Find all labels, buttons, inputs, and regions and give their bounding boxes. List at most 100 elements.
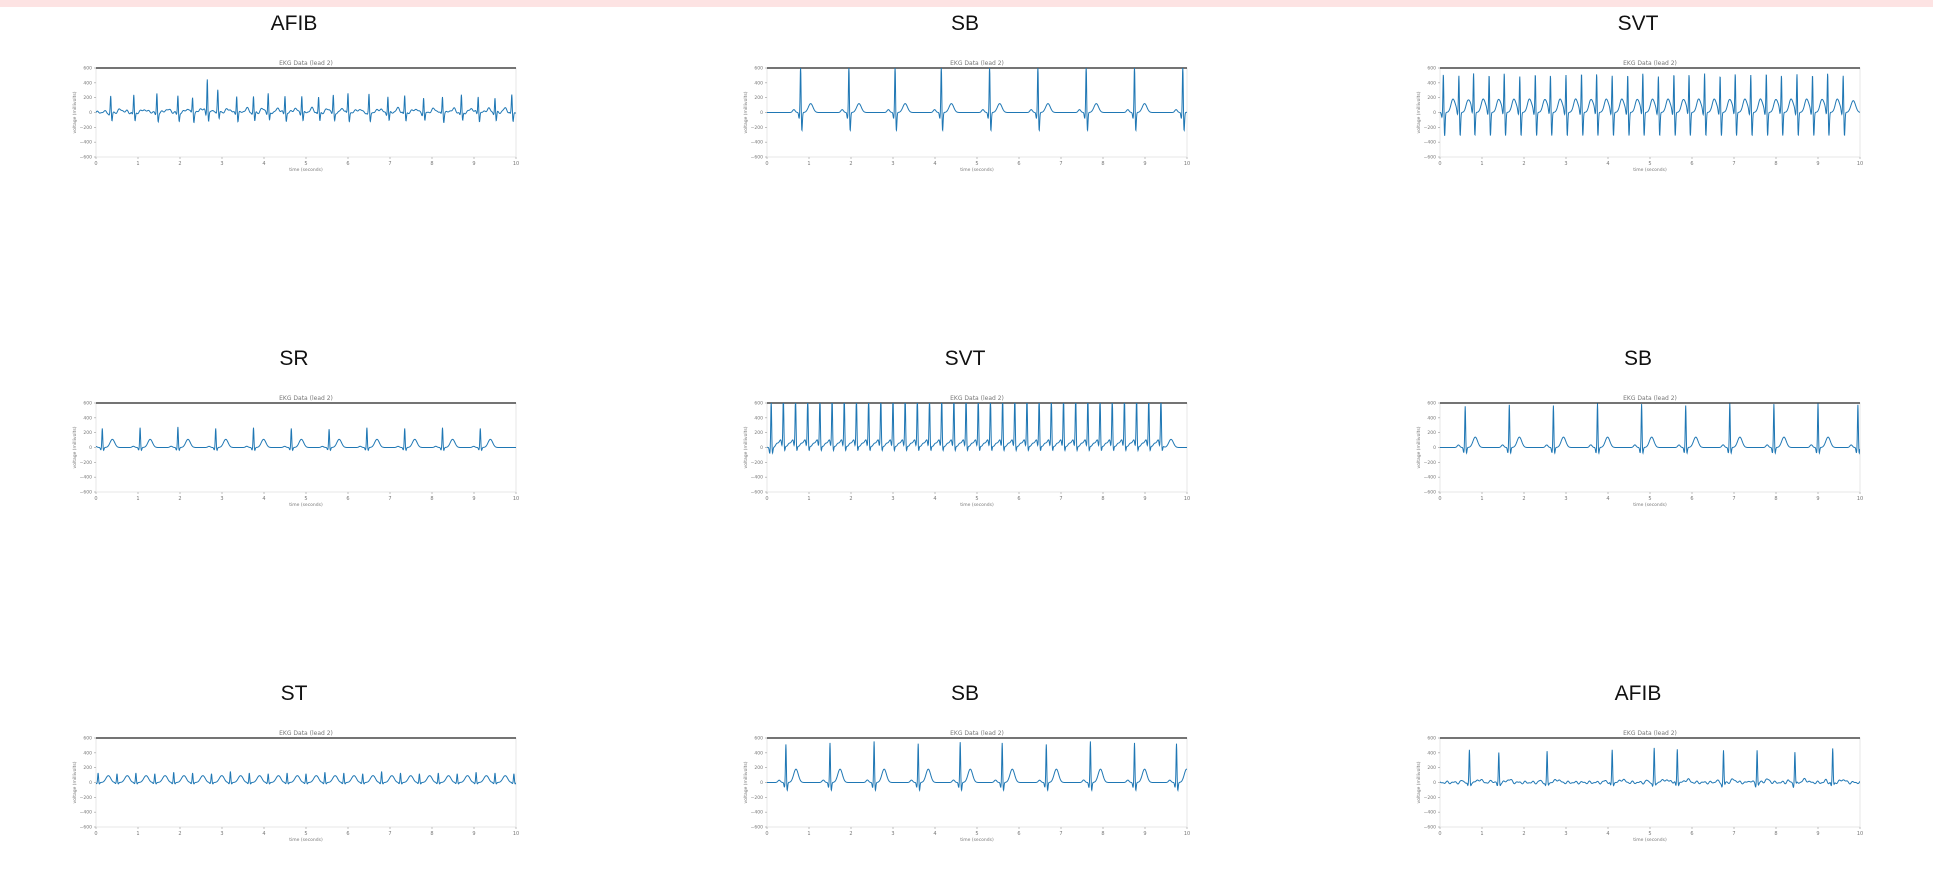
x-tick-label: 6	[1017, 161, 1020, 167]
panel-rhythm-title: AFIB	[270, 12, 318, 35]
x-tick-label: 8	[1774, 831, 1777, 837]
x-tick-label: 3	[891, 496, 894, 502]
y-tick-label: −400	[751, 140, 763, 146]
x-tick-label: 5	[1648, 161, 1651, 167]
subplot-title: EKG Data (lead 2)	[950, 730, 1004, 737]
x-tick-label: 1	[1480, 161, 1483, 167]
ecg-trace-line	[96, 426, 516, 452]
y-tick-label: 0	[760, 445, 763, 451]
ecg-panel: SVT EKG Data (lead 2) −600 −400 −200 0 200 400 6…	[735, 347, 1195, 507]
x-tick-label: 6	[1690, 161, 1693, 167]
y-tick-label: 0	[1433, 110, 1436, 116]
x-tick-label: 1	[1480, 831, 1483, 837]
ecg-plot-svg: EKG Data (lead 2) −600 −400 −200 0 200 400 600 v…	[72, 395, 519, 507]
x-tick-label: 6	[346, 161, 349, 167]
y-tick-label: 600	[1427, 736, 1436, 742]
y-tick-label: 400	[1427, 415, 1436, 421]
x-tick-label: 4	[262, 831, 265, 837]
y-axis-label: voltage (millivolts)	[72, 426, 78, 468]
y-tick-label: 600	[83, 736, 92, 742]
x-tick-label: 8	[1101, 496, 1104, 502]
ecg-panel: AFIB EKG Data (lead 2) −600 −400 −200 0 200 400…	[1408, 682, 1868, 842]
y-tick-label: −600	[751, 155, 763, 161]
x-tick-label: 7	[388, 831, 391, 837]
x-tick-label: 9	[1143, 831, 1146, 837]
x-tick-label: 1	[136, 496, 139, 502]
ecg-trace-line	[96, 771, 516, 785]
y-tick-label: 0	[89, 110, 92, 116]
x-tick-label: 1	[1480, 496, 1483, 502]
x-tick-label: 5	[304, 161, 307, 167]
x-tick-label: 2	[178, 831, 181, 837]
y-tick-label: −200	[1424, 125, 1436, 131]
x-tick-label: 10	[513, 161, 519, 167]
x-tick-label: 2	[849, 496, 852, 502]
y-tick-label: −600	[80, 155, 92, 161]
y-axis-label: voltage (millivolts)	[743, 91, 749, 133]
x-axis-label: time (seconds)	[960, 502, 994, 507]
x-tick-label: 8	[1774, 161, 1777, 167]
panel-rhythm-title: SVT	[944, 347, 986, 370]
y-tick-label: 600	[83, 66, 92, 72]
y-axis-label: voltage (millivolts)	[1416, 91, 1422, 133]
x-tick-label: 9	[1816, 831, 1819, 837]
x-tick-label: 8	[1774, 496, 1777, 502]
x-tick-label: 7	[1732, 161, 1735, 167]
ecg-trace-line	[767, 741, 1187, 792]
y-tick-label: −400	[1424, 475, 1436, 481]
y-tick-label: 0	[1433, 780, 1436, 786]
x-tick-label: 3	[220, 161, 223, 167]
x-tick-label: 4	[1606, 831, 1609, 837]
x-tick-label: 3	[1564, 831, 1567, 837]
y-tick-label: −200	[751, 795, 763, 801]
y-tick-label: 200	[754, 95, 763, 101]
y-tick-label: −400	[751, 475, 763, 481]
x-tick-label: 7	[388, 161, 391, 167]
x-tick-label: 1	[807, 496, 810, 502]
x-tick-label: 2	[1522, 496, 1525, 502]
y-tick-label: −600	[80, 490, 92, 496]
x-tick-label: 10	[1857, 831, 1863, 837]
y-tick-label: 400	[754, 80, 763, 86]
y-tick-label: 0	[89, 445, 92, 451]
x-tick-label: 10	[1857, 496, 1863, 502]
x-tick-label: 1	[807, 831, 810, 837]
y-tick-label: 600	[1427, 66, 1436, 72]
ecg-trace-line	[767, 68, 1187, 132]
y-tick-label: −600	[1424, 155, 1436, 161]
y-tick-label: 200	[754, 430, 763, 436]
ecg-trace-line	[1440, 73, 1860, 137]
ecg-panel: SR EKG Data (lead 2) −600 −400 −200 0 200 400 60…	[64, 347, 524, 507]
x-tick-label: 3	[1564, 161, 1567, 167]
x-tick-label: 7	[1732, 496, 1735, 502]
x-tick-label: 10	[1184, 161, 1190, 167]
x-axis-label: time (seconds)	[1633, 837, 1667, 842]
y-tick-label: 200	[1427, 430, 1436, 436]
x-tick-label: 9	[472, 831, 475, 837]
y-tick-label: −400	[80, 140, 92, 146]
x-axis-label: time (seconds)	[1633, 167, 1667, 172]
y-tick-label: −600	[751, 490, 763, 496]
y-axis-label: voltage (millivolts)	[72, 761, 78, 803]
x-tick-label: 4	[262, 161, 265, 167]
x-tick-label: 2	[849, 161, 852, 167]
x-tick-label: 10	[1184, 496, 1190, 502]
x-tick-label: 7	[1059, 831, 1062, 837]
panel-rhythm-title: SB	[950, 682, 979, 705]
x-tick-label: 8	[1101, 831, 1104, 837]
x-tick-label: 6	[1690, 496, 1693, 502]
subplot-title: EKG Data (lead 2)	[950, 395, 1004, 402]
y-tick-label: 0	[1433, 445, 1436, 451]
y-axis-label: voltage (millivolts)	[743, 761, 749, 803]
y-tick-label: 400	[83, 750, 92, 756]
subplot-title: EKG Data (lead 2)	[1623, 730, 1677, 737]
x-tick-label: 9	[1816, 496, 1819, 502]
x-tick-label: 4	[1606, 161, 1609, 167]
y-tick-label: 200	[83, 765, 92, 771]
y-tick-label: 400	[754, 415, 763, 421]
x-axis-label: time (seconds)	[1633, 502, 1667, 507]
x-tick-label: 0	[765, 161, 768, 167]
subplot-title: EKG Data (lead 2)	[950, 60, 1004, 67]
x-tick-label: 9	[1816, 161, 1819, 167]
ecg-plot-svg: EKG Data (lead 2) −600 −400 −200 0 200 400 600 v…	[72, 60, 519, 172]
